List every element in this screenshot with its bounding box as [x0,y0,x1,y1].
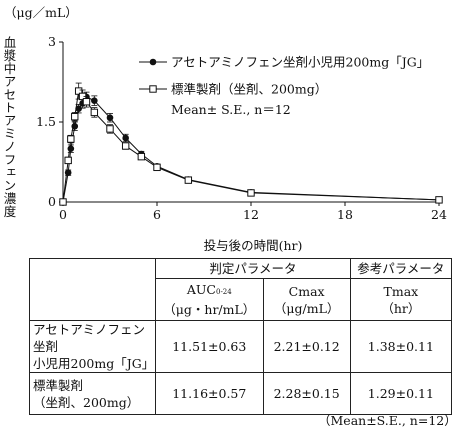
data-point [153,163,161,172]
data-point [435,196,443,204]
legend: アセトアミノフェン坐剤小児用200mg「JG」標準製剤（坐剤、200mg） Mea… [139,55,429,117]
series-2 [59,82,443,206]
cell-reference-cmax: 2.28±0.15 [262,372,351,415]
data-point [121,142,130,150]
y-tick-label: 1.5 [36,114,56,129]
data-point [82,98,91,106]
legend-marker [149,85,157,93]
x-tick-label: 6 [153,207,161,222]
pk-chart: （μg／mL） 血漿中アセトアミノフェン濃度 0 1.5 3 0 6 12 18 24 アセト… [2,5,447,253]
data-point [184,176,193,184]
table-group-header-row: 判定パラメータ 参考パラメータ [28,258,452,321]
x-tick-label: 18 [337,207,353,222]
col-header-auc-unit: （μg・hr/mL） [163,302,256,317]
cell-test-cmax: 2.21±0.12 [262,320,351,373]
cell-reference-tmax: 1.29±0.11 [349,372,452,415]
data-point [71,112,79,121]
row-label-reference-line2: （坐剤、200mg） [33,394,140,410]
data-point [106,125,114,133]
data-point [137,152,146,161]
legend-marker [149,58,157,66]
group-header-judgment: 判定パラメータ [155,258,351,279]
col-header-tmax-name: Tmax [383,283,419,299]
col-header-tmax: Tmax （hr） [349,278,452,321]
table-row: アセトアミノフェン坐剤 小児用200mg「JG」 11.51±0.63 2.21… [28,320,452,373]
row-label-test-line2: 小児用200mg「JG」 [33,356,155,371]
data-point [122,134,129,142]
table-col-header-row: AUC0-24 （μg・hr/mL） Cmax （μg/mL） Tmax （hr… [30,278,452,321]
col-header-cmax: Cmax （μg/mL） [262,278,351,321]
pk-parameter-table: 判定パラメータ 参考パラメータ AUC0-24 （μg・hr/mL） Cmax … [28,258,452,415]
legend-label: 標準製剤（坐剤、200mg） [171,82,327,97]
table-corner-cell [28,258,157,321]
col-header-cmax-unit: （μg/mL） [273,300,340,316]
series-layer [59,82,443,206]
data-point [67,145,75,152]
x-tick-label: 24 [431,207,447,222]
y-tick-label: 0 [48,194,56,209]
col-header-auc-name: AUC [186,282,216,297]
y-axis-label: 血漿中アセトアミノフェン濃度 [2,36,17,218]
data-point [91,97,98,104]
data-point [90,108,99,117]
row-label-test-line1: アセトアミノフェン坐剤 [33,322,146,354]
legend-label: アセトアミノフェン坐剤小児用200mg「JG」 [171,55,429,70]
group-header-reference: 参考パラメータ [349,258,452,279]
axes: 0 1.5 3 0 6 12 18 24 [36,34,447,222]
cell-test-auc: 11.51±0.63 [155,320,264,373]
col-header-auc-sub: 0-24 [215,288,232,296]
data-point [106,114,114,122]
cell-reference-auc: 11.16±0.57 [155,372,264,415]
y-unit-label: （μg／mL） [4,5,78,20]
y-tick-label: 3 [48,34,56,49]
col-header-cmax-name: Cmax [288,283,325,299]
col-header-tmax-unit: （hr） [381,300,421,316]
data-point [67,135,75,143]
x-axis-label: 投与後の時間(hr) [204,238,303,253]
data-point [247,189,255,197]
data-point [64,156,72,165]
x-tick-label: 0 [59,207,67,222]
chart-annotation: Mean± S.E., n＝12 [171,102,291,117]
data-point [75,105,82,112]
x-tick-label: 12 [243,207,259,222]
data-point [74,87,83,95]
cell-test-tmax: 1.38±0.11 [349,320,452,373]
data-point [59,198,67,206]
row-label-reference-line1: 標準製剤 [33,377,84,393]
row-label-reference: 標準製剤 （坐剤、200mg） [28,372,157,415]
table-footnote: （Mean±S.E., n=12） [318,413,452,428]
col-header-auc: AUC0-24 （μg・hr/mL） [155,278,264,321]
table-row: 標準製剤 （坐剤、200mg） 11.16±0.57 2.28±0.15 1.2… [28,372,452,415]
row-label-test: アセトアミノフェン坐剤 小児用200mg「JG」 [28,320,157,373]
